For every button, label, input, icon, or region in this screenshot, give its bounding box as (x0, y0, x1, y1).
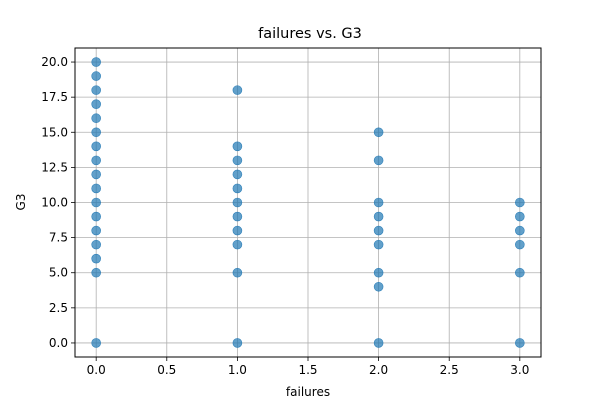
data-point (515, 239, 525, 250)
data-point (91, 155, 101, 166)
data-point (91, 85, 101, 95)
data-point (232, 169, 243, 180)
data-point (232, 225, 243, 236)
data-point (373, 225, 384, 236)
data-point (91, 113, 101, 124)
y-tick-label: 17.5 (41, 90, 68, 104)
data-point (232, 183, 243, 194)
data-point (232, 155, 243, 166)
data-point (515, 211, 525, 222)
x-axis-label: failures (286, 385, 330, 399)
y-tick-label: 15.0 (41, 125, 68, 139)
data-point (515, 225, 525, 236)
x-tick-label: 3.0 (510, 363, 529, 377)
data-point (373, 338, 384, 348)
data-point (91, 338, 101, 348)
data-point (373, 267, 384, 278)
chart-title: failures vs. G3 (258, 26, 362, 42)
x-tick-label: 0.5 (157, 363, 176, 377)
data-points (91, 57, 525, 348)
data-point (91, 267, 101, 278)
y-tick-label: 5.0 (49, 266, 68, 280)
data-point (515, 197, 525, 208)
data-point (232, 141, 243, 152)
data-point (232, 197, 243, 208)
data-point (515, 338, 525, 348)
data-point (373, 155, 384, 166)
data-point (91, 99, 101, 109)
data-point (91, 239, 101, 250)
data-point (91, 211, 101, 222)
data-point (232, 211, 243, 222)
data-point (91, 57, 101, 67)
y-tick-label: 0.0 (49, 336, 68, 350)
data-point (91, 141, 101, 152)
data-point (91, 225, 101, 236)
data-point (91, 127, 101, 138)
data-point (373, 211, 384, 222)
data-point (91, 197, 101, 208)
data-point (91, 71, 101, 81)
data-point (232, 85, 243, 95)
data-point (232, 267, 243, 278)
x-tick-label: 0.0 (87, 363, 106, 377)
data-point (373, 239, 384, 250)
data-point (91, 183, 101, 194)
x-tick-label: 2.0 (369, 363, 388, 377)
y-tick-label: 20.0 (41, 55, 68, 69)
y-tick-label: 7.5 (49, 231, 68, 245)
data-point (373, 197, 384, 208)
data-point (373, 127, 384, 138)
data-point (515, 267, 525, 278)
x-tick-label: 1.0 (228, 363, 247, 377)
data-point (232, 239, 243, 250)
data-point (91, 253, 101, 264)
y-axis-ticks: 0.0 2.5 5.0 7.5 10.0 12.5 15.0 17.5 20.0 (41, 55, 75, 350)
x-tick-label: 1.5 (298, 363, 317, 377)
x-axis-ticks: 0.0 0.5 1.0 1.5 2.0 2.5 3.0 (87, 357, 529, 377)
y-tick-label: 12.5 (41, 160, 68, 174)
data-point (373, 281, 384, 292)
y-tick-label: 10.0 (41, 196, 68, 210)
data-point (91, 169, 101, 180)
data-point (232, 338, 243, 348)
x-tick-label: 2.5 (440, 363, 459, 377)
y-axis-label: G3 (14, 194, 28, 211)
y-tick-label: 2.5 (49, 301, 68, 315)
